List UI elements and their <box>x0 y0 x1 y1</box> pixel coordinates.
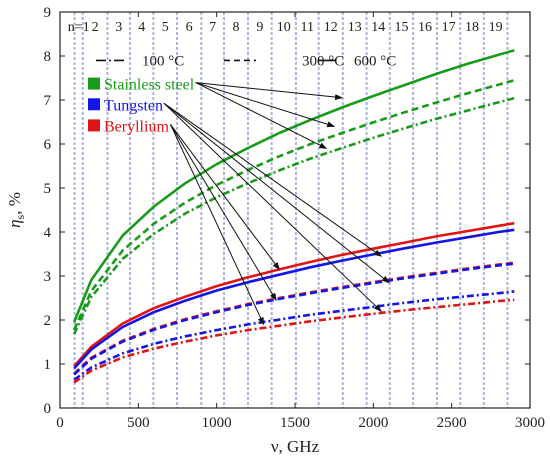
material-legend-swatch-2 <box>88 98 100 111</box>
series-line-2 <box>72 78 515 331</box>
mode-label-1: n=1 <box>68 20 90 35</box>
material-legend-label-2: Tungsten <box>104 97 163 114</box>
mode-label-17: 17 <box>442 20 456 35</box>
mode-label-4: 4 <box>138 20 145 35</box>
y-tick-label: 6 <box>44 137 52 153</box>
y-tick-label: 9 <box>44 5 52 21</box>
mode-label-13: 13 <box>348 20 362 35</box>
series-line-8 <box>73 290 515 381</box>
y-tick-label: 2 <box>44 313 52 329</box>
y-axis-label-unit: , % <box>5 192 24 215</box>
series-line-1 <box>72 49 515 323</box>
series-line-9 <box>73 298 515 384</box>
x-axis-label: ν, GHz <box>271 437 320 456</box>
series-line-3 <box>72 96 515 335</box>
annotation-arrow <box>170 124 280 271</box>
material-legend-swatch-1 <box>88 77 100 90</box>
y-tick-label: 4 <box>44 225 52 241</box>
series-line-4 <box>73 221 515 368</box>
x-tick-label: 500 <box>127 415 150 431</box>
mode-label-6: 6 <box>186 20 193 35</box>
mode-labels: n=1 2 3 4 5 6 7 8 9 10 11 12 13 14 15 16 17 18 19 <box>68 20 503 35</box>
x-tick-label: 1000 <box>202 415 232 431</box>
y-tick-label: 8 <box>44 49 52 65</box>
mode-label-5: 5 <box>162 20 169 35</box>
y-tick-label: 7 <box>44 93 52 109</box>
annotation-arrow <box>170 124 277 302</box>
material-legend-label-1: Stainless steel <box>104 77 195 94</box>
y-axis-label: ηs, % <box>5 192 27 228</box>
annotation-arrow <box>163 102 390 284</box>
x-tick-label: 1500 <box>280 415 310 431</box>
x-tick-label: 2500 <box>437 415 467 431</box>
annotation-arrow <box>195 82 336 128</box>
y-tick-label: 5 <box>44 181 52 197</box>
series-layer <box>72 49 515 384</box>
mode-label-3: 3 <box>115 20 122 35</box>
annotation-arrow <box>163 102 382 257</box>
material-legend-swatch-3 <box>88 119 100 132</box>
series-line-7 <box>73 262 515 376</box>
mode-label-18: 18 <box>465 20 479 35</box>
x-axis-ticks: 0 500 1000 1500 2000 2500 3000 <box>56 12 545 431</box>
mode-label-2: 2 <box>92 20 99 35</box>
mode-label-19: 19 <box>489 20 503 35</box>
material-legend: Stainless steel Tungsten Beryllium <box>88 77 195 135</box>
mode-label-7: 7 <box>209 20 216 35</box>
y-axis-label-symbol: η <box>5 219 24 227</box>
temp-legend-label-3: 600 °C <box>354 53 396 69</box>
x-tick-label: 2000 <box>358 415 388 431</box>
mode-lines <box>73 12 509 408</box>
y-axis-label-subscript: s <box>13 214 27 219</box>
temp-legend-label-2: 300 °C <box>302 53 344 69</box>
y-tick-label: 3 <box>44 269 52 285</box>
mode-label-11: 11 <box>301 20 314 35</box>
x-tick-label: 3000 <box>515 415 545 431</box>
annotation-arrow <box>195 82 343 101</box>
material-legend-label-3: Beryllium <box>104 118 169 135</box>
annotation-arrow <box>169 124 265 326</box>
annotation-arrows <box>163 82 390 326</box>
x-tick-label: 0 <box>56 415 64 431</box>
y-tick-label: 1 <box>44 357 52 373</box>
mode-label-16: 16 <box>418 20 432 35</box>
mode-label-8: 8 <box>233 20 240 35</box>
y-tick-label: 0 <box>44 401 52 417</box>
mode-label-15: 15 <box>394 20 408 35</box>
mode-label-14: 14 <box>371 20 385 35</box>
mode-label-9: 9 <box>256 20 263 35</box>
mode-label-12: 12 <box>324 20 338 35</box>
temperature-legend: 100 °C 300 °C 600 °C <box>96 53 396 69</box>
series-line-5 <box>73 228 515 370</box>
annotation-arrow <box>163 102 382 312</box>
mode-label-10: 10 <box>277 20 291 35</box>
temp-legend-label-1: 100 °C <box>142 53 184 69</box>
annotation-arrow <box>195 82 328 149</box>
